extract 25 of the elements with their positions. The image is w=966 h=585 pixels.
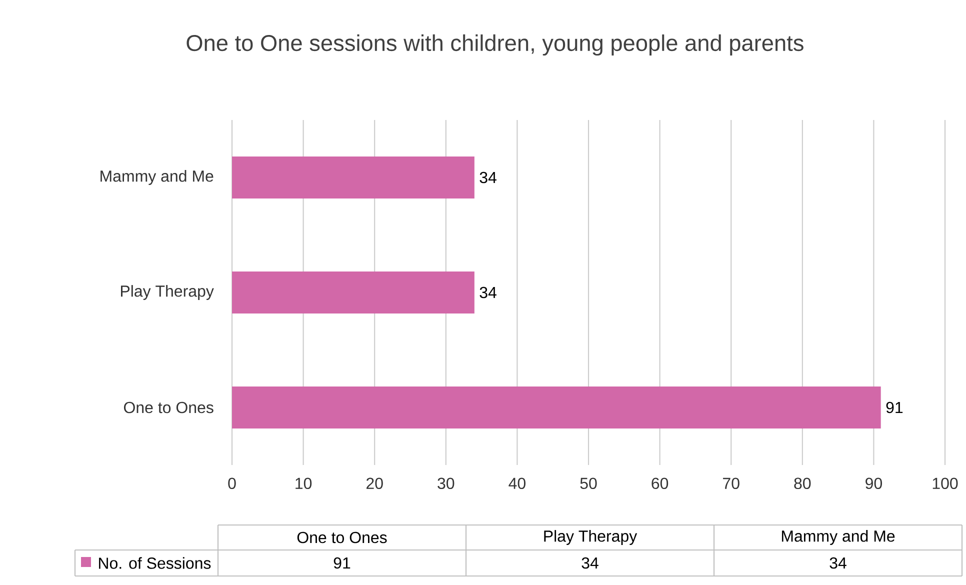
x-tick-label: 0 — [228, 478, 236, 490]
x-tick-label: 20 — [366, 478, 383, 490]
category-label: Play Therapy — [544, 530, 638, 545]
category-label: One to Ones — [297, 532, 387, 544]
y-tick-label: One to Ones — [124, 402, 214, 414]
y-tick-label: Mammy and Me — [100, 170, 214, 185]
text: 34 — [830, 557, 846, 569]
x-tick-label: 70 — [723, 478, 740, 490]
data-label: 34 — [480, 286, 496, 298]
data-label: 91 — [886, 402, 903, 414]
x-tick-label: 100 — [932, 478, 958, 490]
x-tick-label: 40 — [508, 478, 526, 490]
data-label: 34 — [480, 172, 496, 184]
category-label: Mammy and Me — [782, 530, 895, 545]
x-tick-label: 90 — [866, 478, 882, 490]
text: 91 — [334, 557, 350, 569]
x-tick-label: 10 — [296, 478, 312, 490]
x-tick-label: 50 — [580, 478, 597, 490]
x-tick-label: 60 — [652, 478, 668, 490]
legend-label: No. of Sessions — [99, 557, 211, 569]
chart-title: One to One sessions with children, young people and parents — [186, 34, 804, 56]
x-tick-label: 80 — [794, 478, 811, 490]
y-tick-label: Play Therapy — [121, 285, 214, 300]
x-tick-label: 30 — [438, 478, 454, 490]
text: 34 — [582, 557, 598, 569]
